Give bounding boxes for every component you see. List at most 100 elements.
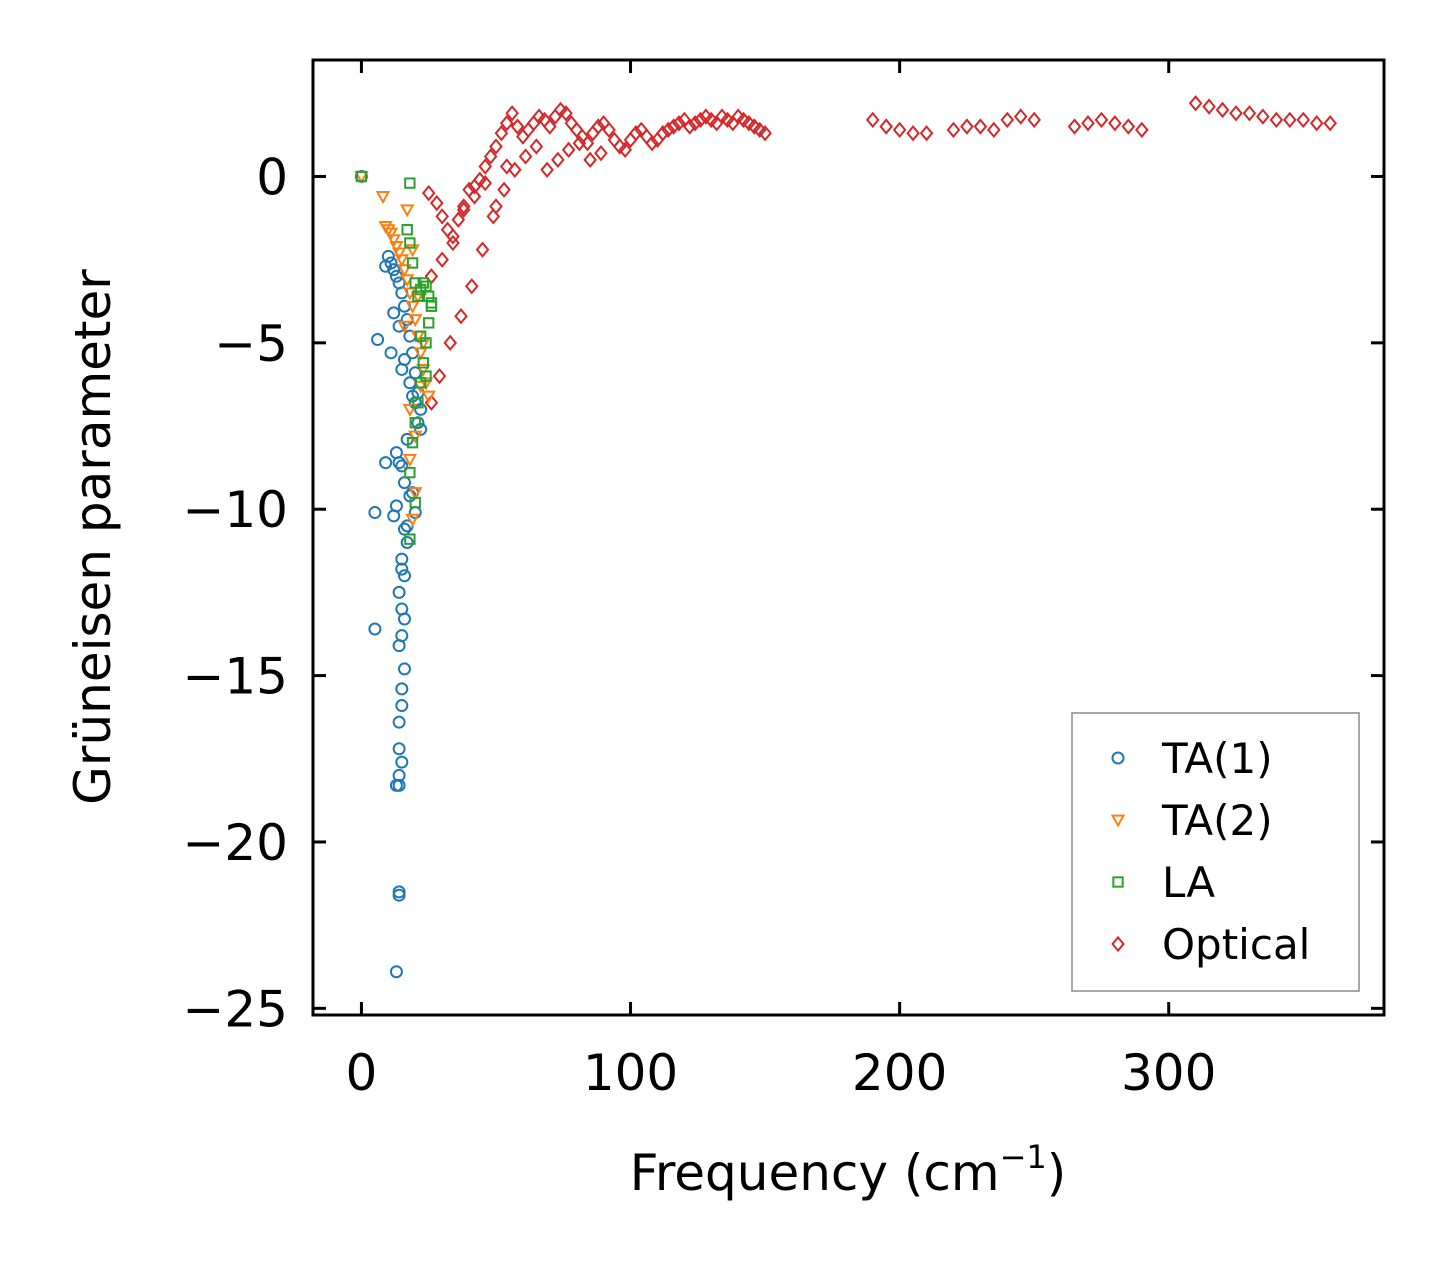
data-point — [656, 125, 670, 142]
data-point — [618, 141, 632, 159]
data-point — [399, 204, 415, 218]
data-point — [409, 417, 421, 429]
data-point — [879, 118, 893, 135]
data-point — [499, 115, 514, 132]
x-axis-label: Frequency (cm−1) — [630, 1138, 1067, 1202]
axis-ticks — [313, 60, 1384, 1015]
data-point — [645, 135, 659, 152]
data-point — [403, 376, 417, 390]
data-point — [389, 778, 403, 792]
tick-labels: 0 100 200 300 0 −5 −10 −15 −20 −25 — [182, 148, 1216, 1102]
data-point — [417, 357, 430, 369]
y-tick-label: −15 — [182, 648, 288, 706]
data-point — [543, 118, 557, 135]
legend-marker — [1110, 814, 1126, 828]
y-axis-label: Grüneisen parameter — [64, 269, 122, 805]
data-point — [666, 118, 681, 135]
series-la — [355, 170, 438, 545]
data-point — [456, 201, 471, 218]
data-point — [404, 466, 416, 479]
data-point — [392, 585, 406, 599]
data-point — [906, 125, 920, 142]
x-tick-label: 0 — [346, 1044, 378, 1102]
data-point — [464, 278, 479, 295]
data-point — [572, 135, 587, 152]
data-point — [391, 247, 407, 261]
legend-marker — [1111, 751, 1125, 765]
legend-label: TA(1) — [1161, 734, 1273, 783]
data-point — [395, 699, 409, 713]
data-point — [1256, 108, 1270, 125]
data-point — [368, 622, 382, 636]
y-tick-label: −5 — [214, 315, 288, 373]
x-axis-label-suffix: ) — [1047, 1144, 1067, 1202]
data-point — [489, 198, 503, 215]
data-point — [1067, 118, 1082, 135]
data-point — [475, 241, 490, 258]
data-point — [401, 224, 413, 236]
data-point — [400, 535, 414, 549]
data-point — [583, 151, 597, 168]
data-point — [443, 334, 458, 352]
data-point — [409, 496, 421, 509]
data-point — [1242, 105, 1257, 122]
data-point — [384, 346, 398, 360]
data-point — [499, 158, 514, 175]
data-point — [1081, 115, 1095, 132]
data-point — [379, 259, 393, 273]
data-point — [973, 118, 988, 135]
data-point — [402, 403, 418, 417]
data-point — [1269, 111, 1284, 129]
data-point — [1135, 121, 1149, 139]
data-point — [404, 237, 416, 249]
data-point — [402, 453, 418, 467]
data-point — [397, 320, 412, 334]
data-point — [414, 330, 427, 342]
data-point — [551, 151, 565, 168]
legend-marker — [1112, 876, 1124, 888]
data-point — [412, 397, 424, 409]
data-point — [429, 194, 444, 212]
data-point — [1013, 108, 1028, 125]
data-point — [497, 181, 511, 198]
data-point — [688, 115, 702, 132]
x-axis-label-sup: −1 — [1000, 1138, 1047, 1176]
data-point — [518, 148, 533, 165]
y-tick-label: −10 — [182, 481, 288, 539]
data-point — [1323, 115, 1337, 132]
data-point — [494, 125, 509, 142]
y-tick-label: −20 — [182, 814, 288, 872]
data-point — [1229, 105, 1243, 122]
data-point — [602, 121, 616, 139]
y-tick-label: 0 — [256, 148, 288, 206]
data-point — [397, 476, 411, 490]
data-point — [478, 174, 493, 192]
data-point — [1108, 115, 1122, 132]
data-point — [355, 170, 368, 183]
data-point — [521, 121, 536, 139]
data-point — [383, 227, 399, 241]
data-point — [406, 436, 419, 449]
data-point — [406, 257, 419, 269]
data-point — [561, 141, 576, 159]
data-point — [392, 456, 406, 470]
data-point — [392, 639, 406, 653]
x-axis-label-text: Frequency (cm — [630, 1144, 1000, 1202]
data-point — [489, 138, 503, 155]
data-point — [432, 367, 447, 385]
data-point — [412, 290, 424, 302]
data-point — [540, 161, 554, 178]
data-point — [379, 456, 393, 470]
data-point — [389, 240, 404, 254]
series-optical — [421, 95, 1337, 411]
y-tick-label: −25 — [182, 980, 288, 1038]
data-point — [397, 662, 411, 676]
data-point — [510, 118, 525, 135]
plot-frame — [311, 58, 1386, 1017]
data-point — [395, 459, 409, 473]
data-point — [892, 121, 907, 139]
legend-marker — [1111, 935, 1125, 953]
data-point — [408, 430, 423, 444]
data-point — [1283, 111, 1297, 129]
